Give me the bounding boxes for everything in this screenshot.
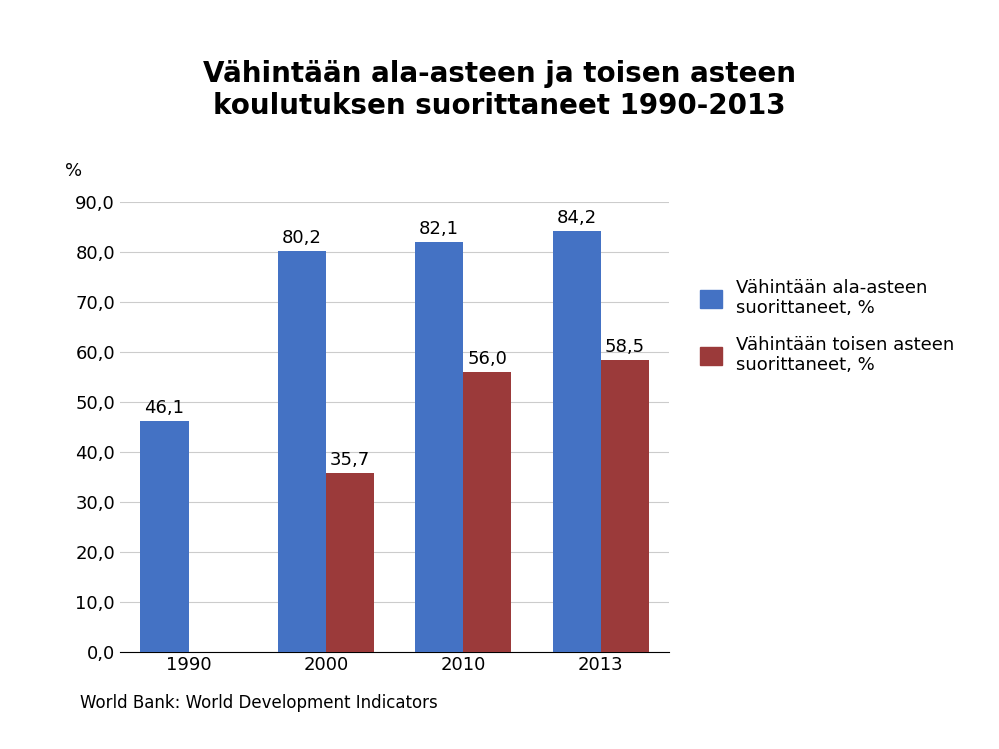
Text: 84,2: 84,2 [556, 209, 596, 227]
Bar [278, 251, 326, 652]
Text: 80,2: 80,2 [282, 229, 322, 247]
Bar [464, 372, 511, 652]
Bar [600, 360, 648, 652]
Bar [326, 473, 374, 652]
Bar [416, 242, 464, 652]
Text: World Bank: World Development Indicators: World Bank: World Development Indicators [80, 694, 438, 712]
Text: 82,1: 82,1 [420, 219, 460, 237]
Text: 58,5: 58,5 [604, 338, 644, 356]
Legend: Vähintään ala-asteen
suorittaneet, %, Vähintään toisen asteen
suorittaneet, %: Vähintään ala-asteen suorittaneet, %, Vä… [700, 279, 955, 374]
Text: 35,7: 35,7 [330, 452, 370, 470]
Text: 46,1: 46,1 [145, 399, 185, 417]
Bar [141, 422, 189, 652]
Text: %: % [65, 162, 82, 180]
Bar [552, 231, 600, 652]
Text: Vähintään ala-asteen ja toisen asteen
koulutuksen suorittaneet 1990-2013: Vähintään ala-asteen ja toisen asteen ko… [203, 60, 796, 120]
Text: 56,0: 56,0 [468, 350, 507, 368]
